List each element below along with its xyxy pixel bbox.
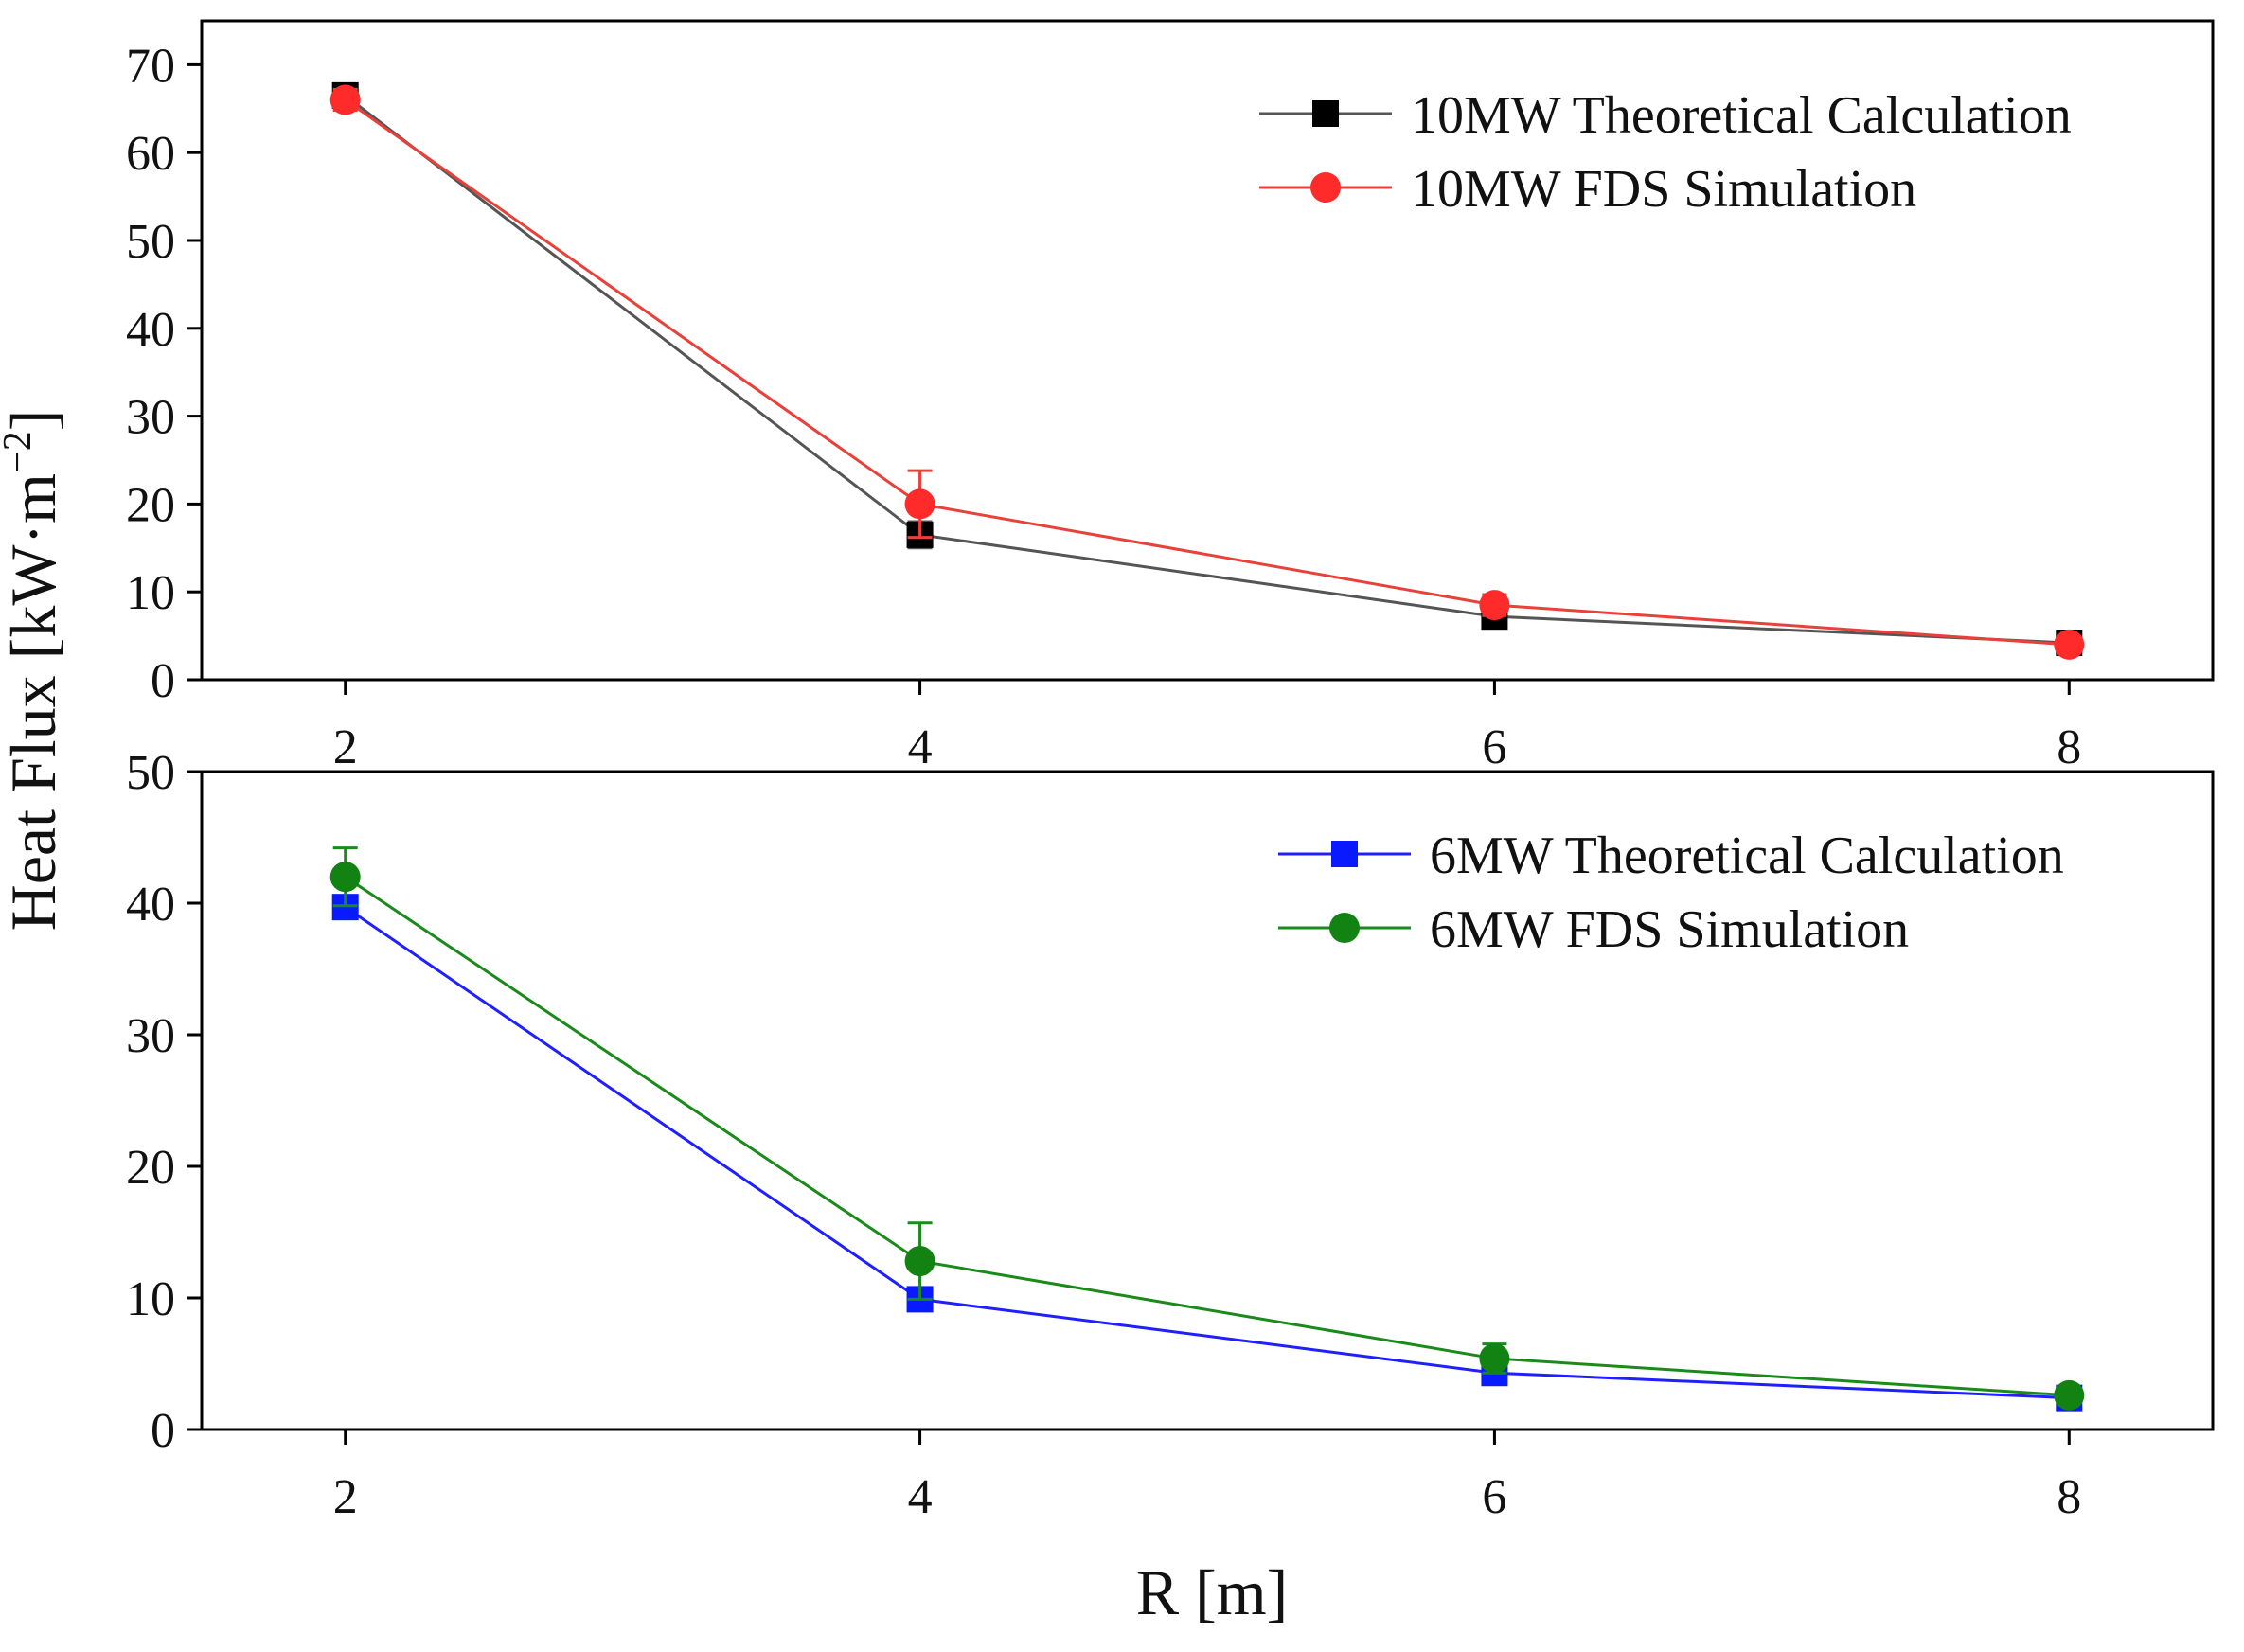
y-tick-label: 0 (151, 654, 175, 708)
plot-frame (200, 770, 2215, 1431)
data-point (904, 488, 935, 520)
legend-label: 10MW Theoretical Calculation (1411, 86, 2072, 145)
x-tick-label: 4 (908, 1470, 933, 1524)
series-line (344, 98, 2070, 647)
data-point (329, 862, 361, 893)
y-tick-label: 0 (151, 1404, 175, 1458)
data-point (2054, 1379, 2085, 1411)
y-tick-label: 20 (126, 1141, 175, 1195)
legend-marker (1312, 100, 1339, 127)
legend-label: 6MW FDS Simulation (1430, 900, 1909, 959)
y-tick-label: 70 (126, 39, 175, 93)
x-tick-label: 8 (2057, 1470, 2081, 1524)
legend-marker (1329, 913, 1360, 943)
data-point (329, 84, 361, 115)
series-line (344, 875, 2070, 1397)
y-tick-label: 30 (126, 1009, 175, 1063)
legend-label: 6MW Theoretical Calculation (1430, 826, 2064, 885)
y-tick-label: 50 (126, 215, 175, 269)
x-tick-label: 8 (2057, 720, 2081, 774)
series-2-2 (329, 846, 2085, 1411)
legend-marker (1331, 841, 1358, 867)
panel-1: 0 10 20 30 40 50 60 70 2 4 6 8 10MW Theoretical Calc… (126, 19, 2215, 774)
data-point (1479, 1342, 1510, 1374)
y-tick-label: 10 (126, 566, 175, 620)
y-axis-label: Heat Flux [kW·m−2] (0, 410, 69, 932)
y-tick-label: 50 (126, 746, 175, 800)
y-tick-label: 40 (126, 878, 175, 932)
legend-entry-2-1: 6MW Theoretical Calculation (1278, 826, 2064, 885)
series-1-2 (329, 84, 2085, 660)
x-tick-label: 2 (333, 720, 358, 774)
y-tick-label: 10 (126, 1272, 175, 1326)
data-point (1479, 590, 1510, 621)
y-tick-label: 60 (126, 127, 175, 181)
data-point (2054, 629, 2085, 660)
y-tick-label: 20 (126, 478, 175, 532)
x-tick-label: 6 (1482, 1470, 1506, 1524)
series-line (344, 94, 2070, 645)
y-tick-label: 30 (126, 391, 175, 445)
legend-label: 10MW FDS Simulation (1411, 160, 1916, 219)
y-tick-label: 40 (126, 303, 175, 357)
legend-entry-2-2: 6MW FDS Simulation (1278, 900, 1909, 959)
plot-frame (200, 19, 2215, 682)
x-tick-label: 2 (333, 1470, 358, 1524)
panel-2: 0 10 20 30 40 50 2 4 6 8 6MW Theoretical Calculati… (126, 746, 2215, 1524)
data-point (904, 1246, 935, 1277)
legend-entry-1-2: 10MW FDS Simulation (1259, 160, 1916, 219)
legend-entry-1-1: 10MW Theoretical Calculation (1259, 86, 2072, 145)
series-line (344, 905, 2070, 1400)
legend-marker (1310, 172, 1341, 203)
x-tick-label: 4 (908, 720, 933, 774)
x-axis-label: R [m] (1136, 1556, 1289, 1628)
x-tick-label: 6 (1482, 720, 1506, 774)
y-axis-label-exponent: −2 (0, 431, 40, 473)
